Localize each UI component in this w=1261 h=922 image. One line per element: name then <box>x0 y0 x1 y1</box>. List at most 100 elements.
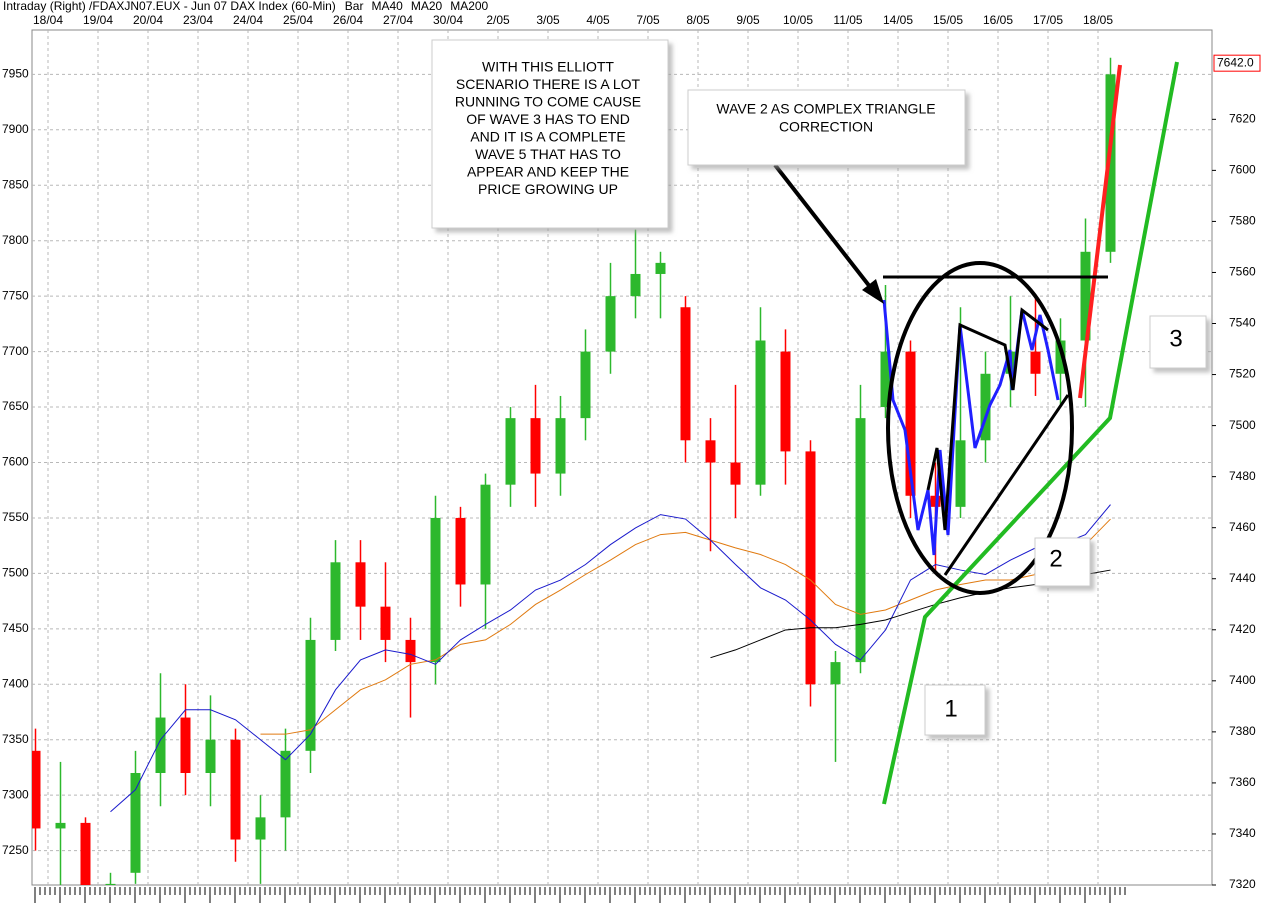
note-box <box>924 684 986 736</box>
x-tick-label: 14/05 <box>883 13 913 27</box>
scenario-note: PRICE GROWING UP <box>478 181 618 197</box>
candle-body <box>730 462 741 485</box>
scenario-note: OF WAVE 3 HAS TO END <box>466 111 630 127</box>
x-tick-label: 27/04 <box>383 13 413 27</box>
x-tick-label: 25/04 <box>283 13 313 27</box>
x-tick-label: 2/05 <box>486 13 510 27</box>
y2-tick-label: 7320 <box>1229 877 1256 891</box>
candle-body <box>305 639 316 751</box>
x-tick-label: 24/04 <box>233 13 263 27</box>
candle-body <box>555 418 566 474</box>
candle-body <box>855 418 866 663</box>
last-price-label: 7642.0 <box>1217 55 1254 69</box>
candle-body <box>1055 340 1066 374</box>
candle-body <box>1105 74 1116 252</box>
y2-tick-label: 7560 <box>1229 265 1256 279</box>
x-tick-label: 8/05 <box>686 13 710 27</box>
y-tick-label: 7500 <box>2 566 29 580</box>
y2-tick-label: 7360 <box>1229 775 1256 789</box>
candle-body <box>805 451 816 685</box>
legend-entry: MA200 <box>450 0 488 13</box>
last-price-box <box>1213 54 1261 72</box>
x-tick-label: 18/04 <box>33 13 63 27</box>
x-tick-label: 10/05 <box>783 13 813 27</box>
candle-body <box>330 562 341 640</box>
candle-body <box>530 418 541 474</box>
note-box <box>1149 315 1207 369</box>
y2-tick-label: 7520 <box>1229 367 1256 381</box>
y2-tick-label: 7380 <box>1229 724 1256 738</box>
y2-tick-label: 7620 <box>1229 112 1256 126</box>
arrow-head <box>862 279 884 304</box>
candle-body <box>105 883 116 885</box>
y2-tick-label: 7480 <box>1229 469 1256 483</box>
candle-body <box>205 739 216 773</box>
y-tick-label: 7650 <box>2 399 29 413</box>
triangle-ellipse <box>886 261 1074 595</box>
candle-body <box>705 440 716 463</box>
y-tick-label: 7900 <box>2 122 29 136</box>
x-tick-label: 3/05 <box>536 13 560 27</box>
moving-average-line <box>260 518 1111 735</box>
y-tick-label: 7450 <box>2 621 29 635</box>
x-tick-label: 20/04 <box>133 13 163 27</box>
wave-label: 3 <box>1169 325 1182 352</box>
note-box <box>687 89 966 166</box>
y2-tick-label: 7420 <box>1229 622 1256 636</box>
candle-body <box>580 351 591 419</box>
candle-body <box>355 562 366 607</box>
triangle-zigzag <box>926 307 1049 531</box>
x-tick-label: 26/04 <box>333 13 363 27</box>
candle-body <box>680 307 691 441</box>
candle-body <box>1030 351 1041 374</box>
x-tick-label: 23/04 <box>183 13 213 27</box>
candle-body <box>180 717 191 773</box>
wave2-note: WAVE 2 AS COMPLEX TRIANGLE <box>716 101 935 117</box>
candle-body <box>55 822 66 829</box>
y-tick-label: 7750 <box>2 288 29 302</box>
x-tick-label: 15/05 <box>933 13 963 27</box>
y-tick-label: 7400 <box>2 676 29 690</box>
candle-body <box>430 517 441 663</box>
wave2-note: CORRECTION <box>779 119 873 135</box>
candle-body <box>405 639 416 663</box>
wave-label: 1 <box>944 695 957 722</box>
candle-body <box>905 351 916 496</box>
header: Intraday (Right) /FDAXJN07.EUX - Jun 07 … <box>3 0 489 13</box>
grid <box>32 30 1212 885</box>
candle-body <box>155 717 166 773</box>
candle-body <box>605 296 616 352</box>
x-tick-label: 9/05 <box>736 13 760 27</box>
y2-tick-label: 7540 <box>1229 316 1256 330</box>
y2-tick-label: 7580 <box>1229 214 1256 228</box>
scenario-note: WAVE 5 THAT HAS TO <box>475 146 621 162</box>
candle-body <box>380 606 391 640</box>
candle-body <box>630 273 641 297</box>
marks <box>32 57 1116 885</box>
note-box <box>1034 537 1091 587</box>
x-tick-label: 18/05 <box>1083 13 1113 27</box>
y-tick-label: 7800 <box>2 233 29 247</box>
x-tick-label: 7/05 <box>636 13 660 27</box>
scenario-note: AND IT IS A COMPLETE <box>470 129 625 145</box>
candle-body <box>1080 251 1091 341</box>
candle-body <box>255 817 266 840</box>
candle-body <box>880 351 891 408</box>
wave-line <box>1078 64 1122 399</box>
legend-entry: MA40 <box>371 0 403 13</box>
chart-title: Intraday (Right) /FDAXJN07.EUX - Jun 07 … <box>3 0 336 13</box>
wave-line <box>882 61 1179 805</box>
y2-tick-label: 7340 <box>1229 826 1256 840</box>
legend-entry: MA20 <box>411 0 443 13</box>
x-tick-label: 4/05 <box>586 13 610 27</box>
candle-body <box>930 495 941 507</box>
scenario-note: RUNNING TO COME CAUSE <box>455 94 641 110</box>
y-tick-label: 7550 <box>2 510 29 524</box>
candle-body <box>505 418 516 485</box>
note-box <box>431 39 669 229</box>
scenario-note: APPEAR AND KEEP THE <box>467 164 629 180</box>
scenario-note: SCENARIO THERE IS A LOT <box>456 76 641 92</box>
x-tick-label: 16/05 <box>983 13 1013 27</box>
